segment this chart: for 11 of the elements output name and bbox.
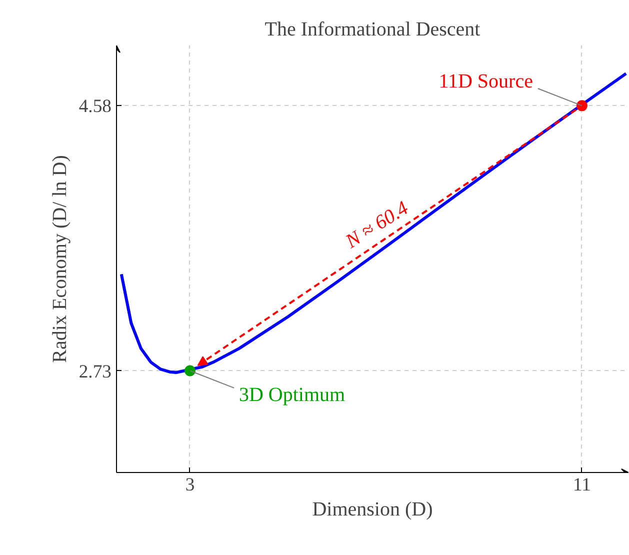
x-axis-title: Dimension (D) bbox=[312, 498, 433, 520]
y-axis-title: Radix Economy (D/ ln D) bbox=[48, 155, 71, 363]
y-tick-label: 4.58 bbox=[78, 96, 112, 118]
chart-title: The Informational Descent bbox=[264, 18, 481, 40]
line-series bbox=[120, 72, 628, 374]
annotation: 11D Source bbox=[438, 70, 534, 92]
x-tick-label: 11 bbox=[572, 474, 591, 496]
y-tick-label: 2.73 bbox=[78, 361, 112, 382]
x-tick-label: 3 bbox=[185, 474, 195, 496]
annotation: 3D Optimum bbox=[238, 384, 346, 406]
annotation: N ≈ 60.4 bbox=[341, 197, 412, 254]
